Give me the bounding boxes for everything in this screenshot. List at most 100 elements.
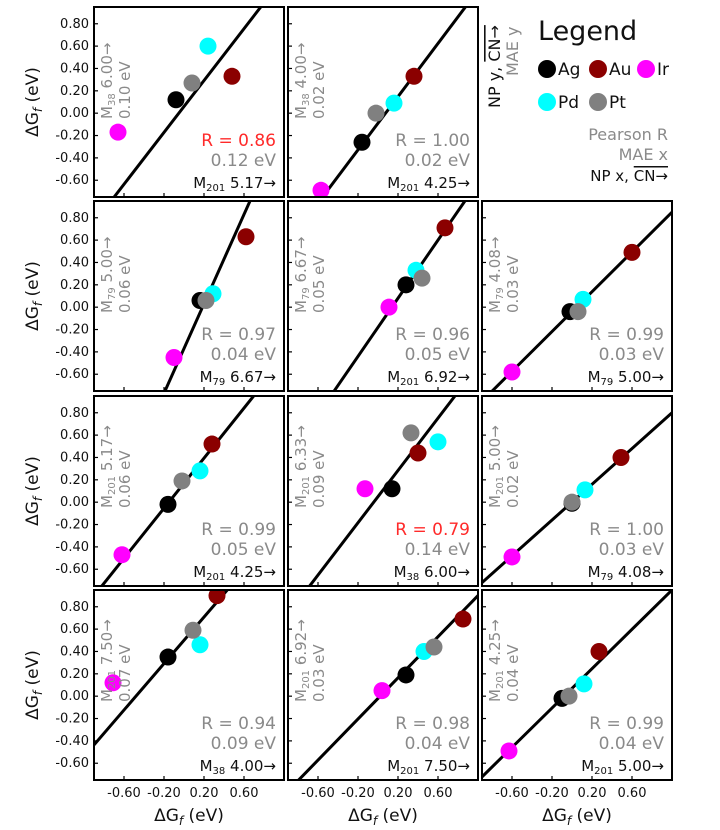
x-np-sub: 201 (400, 377, 419, 388)
y-tick-label: -0.40 (55, 734, 89, 749)
x-np-label: M201 4.25→ (193, 563, 276, 583)
point-ir (380, 298, 398, 316)
y-np-label: M201 7.50→ (98, 619, 118, 702)
y-cn-label: 6.92→ (292, 619, 310, 665)
point-ir (113, 546, 131, 564)
x-axis-sub: f (179, 814, 185, 828)
x-axis-sym: ΔG (154, 806, 179, 826)
y-np-label: M79 4.08→ (486, 237, 506, 313)
point-pt (563, 493, 581, 511)
pearson-r-label: R = 0.99 (201, 520, 276, 540)
y-np-m: M (292, 300, 310, 313)
legend-y-annotation: NP y, CN→ MAE y (485, 25, 522, 108)
y-tick-label: 0.00 (60, 495, 89, 510)
legend-marker-ag (538, 60, 556, 78)
y-axis-sym: ΔG (23, 306, 43, 331)
point-pt (402, 424, 420, 442)
x-cn-label: 6.00→ (424, 563, 470, 581)
axis-labels: ΔGf (eV)ΔGf (eV)ΔGf (eV)ΔGf (eV)ΔGf (eV)… (23, 67, 612, 828)
panel-plot-area (94, 590, 230, 746)
x-cn-label: 4.08→ (618, 563, 664, 581)
y-np-m: M (486, 689, 504, 702)
x-cn-label: 5.00→ (618, 368, 664, 386)
panels-layer: 0.80 0.60 0.40 0.20 0.00 -0.20 -0.40 -0.60 M 38 6… (55, 6, 673, 801)
x-np-label: M201 5.17→ (193, 174, 276, 194)
panel-plot-area (109, 7, 263, 197)
y-annotation: M201 5.17→0.06 eV (98, 425, 134, 508)
y-axis-label-text: ΔGf (eV) (23, 261, 45, 331)
x-np-sub: 38 (407, 572, 420, 583)
x-axis-label: ΔGf (eV) (154, 806, 224, 828)
panel-plot-area (296, 594, 478, 780)
legend-mae-y: MAE y (503, 27, 522, 76)
y-mae-label: 0.07 eV (116, 644, 134, 702)
y-axis-unit: (eV) (23, 261, 43, 302)
pearson-r-label: R = 0.97 (201, 325, 276, 345)
point-au (203, 435, 221, 453)
x-np-label: M79 5.00→ (588, 368, 664, 388)
y-axis-sub: f (31, 689, 45, 695)
point-ir (356, 480, 374, 498)
y-axis-sub: f (31, 300, 45, 306)
y-annotation: M201 7.50→0.07 eV (98, 619, 134, 702)
x-np-label: M79 4.08→ (588, 563, 664, 583)
x-axis-sym: ΔG (542, 806, 567, 826)
x-axis-sub: f (373, 814, 379, 828)
y-cn-label: 4.08→ (486, 237, 504, 283)
y-tick-label: 0.60 (60, 622, 89, 637)
x-np-m: M (193, 174, 206, 192)
panel-plot-area (163, 201, 255, 391)
y-tick-label: -0.20 (55, 129, 89, 144)
y-tick-label: 0.20 (60, 667, 89, 682)
y-axis-sym: ΔG (23, 695, 43, 720)
legend-marker-pt (589, 93, 607, 111)
x-tick-label: -0.60 (107, 786, 141, 801)
fit-line (163, 201, 252, 391)
scatter-panel: 0.80 0.60 0.40 0.20 0.00 -0.20 -0.40 -0.60 M201 … (55, 395, 285, 587)
y-np-m: M (98, 689, 116, 702)
panel-plot-area (332, 201, 467, 391)
y-np-label: M38 4.00→ (292, 43, 312, 119)
pearson-r-label: R = 0.79 (395, 520, 470, 540)
x-axis-label: ΔGf (eV) (348, 806, 418, 828)
y-np-m: M (98, 495, 116, 508)
y-cn-label: 4.00→ (292, 43, 310, 89)
y-axis-label-text: ΔGf (eV) (23, 67, 45, 137)
y-cn-label: 6.67→ (292, 237, 310, 283)
x-cn-label: 5.00→ (618, 757, 664, 775)
point-ir (109, 123, 127, 141)
y-mae-label: 0.02 eV (310, 61, 328, 119)
y-tick-label: -0.60 (55, 173, 89, 188)
y-cn-label: 4.25→ (486, 619, 504, 665)
y-tick-label: -0.20 (55, 518, 89, 533)
y-tick-label: 0.80 (60, 17, 89, 32)
x-tick-label: 0.60 (230, 786, 259, 801)
y-np-label: M79 6.67→ (292, 237, 312, 313)
point-pd (191, 462, 209, 480)
y-mae-label: 0.09 eV (310, 450, 328, 508)
x-np-label: M201 6.92→ (387, 368, 470, 388)
legend-panel: Legend Ag Au Ir Pd Pt NP y, CN→ MAE y Pearso… (485, 16, 669, 185)
point-au (208, 590, 226, 605)
y-axis-label: ΔGf (eV) (23, 261, 45, 331)
y-np-m: M (486, 495, 504, 508)
x-cn-label: 4.25→ (230, 563, 276, 581)
x-np-sub: 79 (601, 377, 614, 388)
point-ir (503, 548, 521, 566)
panel-plot-area (490, 211, 672, 391)
x-mae-label: 0.03 eV (599, 540, 665, 560)
x-tick-label: -0.20 (341, 786, 375, 801)
y-tick-label: 0.80 (60, 211, 89, 226)
y-axis-unit: (eV) (23, 650, 43, 691)
y-tick-label: 0.40 (60, 450, 89, 465)
x-mae-label: 0.04 eV (211, 345, 277, 365)
point-au (590, 642, 608, 660)
x-np-label: M201 7.50→ (387, 757, 470, 777)
legend-label-pt: Pt (609, 93, 626, 113)
y-tick-label: 0.80 (60, 406, 89, 421)
x-tick-label: -0.20 (147, 786, 181, 801)
x-np-sub: 201 (594, 766, 613, 777)
